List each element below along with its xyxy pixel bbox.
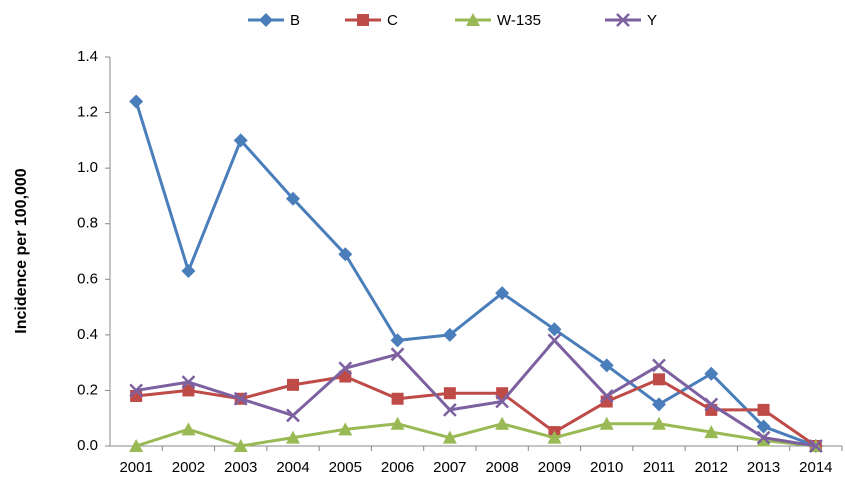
y-axis-title: Incidence per 100,000 (13, 168, 30, 334)
marker (704, 425, 719, 439)
marker (495, 416, 510, 430)
marker (233, 439, 248, 452)
series-line (135, 338, 817, 448)
series-line (135, 422, 817, 448)
marker (233, 391, 248, 406)
marker (495, 394, 510, 409)
marker (599, 389, 614, 403)
series-line (135, 375, 817, 448)
marker (653, 373, 665, 386)
legend-marker (357, 14, 369, 26)
marker (704, 366, 719, 381)
marker (391, 392, 404, 405)
x-tick-label: 2013 (747, 459, 780, 476)
marker (443, 387, 456, 400)
x-tick-label: 2010 (590, 459, 623, 476)
marker (652, 358, 666, 373)
marker (129, 439, 144, 452)
marker (652, 416, 666, 430)
marker (547, 333, 562, 348)
marker (442, 402, 457, 417)
marker (181, 375, 196, 389)
x-tick-label: 2008 (485, 459, 518, 476)
x-tick-label: 2005 (329, 459, 362, 476)
marker (390, 416, 405, 430)
x-tick-label: 2014 (799, 459, 832, 476)
marker (704, 397, 719, 412)
marker (182, 384, 195, 397)
marker (181, 422, 196, 436)
marker (286, 408, 300, 423)
marker (287, 378, 299, 391)
x-tick-label: 2012 (695, 459, 728, 476)
y-tick-label: 0.0 (77, 437, 98, 454)
x-tick-label: 2011 (643, 459, 675, 476)
legend-marker (466, 13, 480, 26)
y-tick-label: 1.2 (77, 104, 98, 121)
marker (286, 430, 300, 444)
legend-label: C (387, 12, 398, 29)
legend-label: B (290, 12, 300, 29)
x-tick-label: 2009 (538, 459, 571, 476)
marker (756, 430, 771, 445)
legend-label: Y (647, 12, 657, 29)
marker (757, 403, 770, 416)
legend-marker (616, 13, 630, 27)
y-tick-label: 1.0 (77, 159, 98, 176)
marker (390, 333, 405, 348)
marker (390, 347, 405, 362)
marker (338, 361, 353, 376)
marker (181, 263, 196, 278)
marker (599, 358, 614, 373)
y-tick-label: 0.6 (77, 270, 98, 287)
y-tick-label: 1.4 (77, 48, 98, 65)
marker (547, 430, 562, 444)
marker (338, 422, 353, 436)
marker (547, 322, 562, 337)
series-line (134, 101, 817, 448)
legend-label: W-135 (497, 12, 541, 29)
marker (129, 94, 144, 109)
marker (286, 191, 300, 206)
marker (129, 383, 144, 398)
y-tick-label: 0.8 (77, 215, 98, 232)
x-tick-label: 2002 (172, 459, 205, 476)
y-tick-label: 0.4 (77, 326, 98, 343)
marker (339, 370, 352, 383)
marker (756, 433, 771, 447)
x-tick-label: 2004 (276, 459, 309, 476)
x-tick-label: 2001 (119, 459, 152, 476)
marker (442, 430, 457, 444)
x-tick-label: 2007 (433, 459, 466, 476)
marker (756, 419, 771, 434)
marker (652, 397, 666, 412)
x-tick-label: 2003 (224, 459, 257, 476)
marker (442, 327, 457, 342)
marker (599, 416, 614, 430)
marker (495, 286, 510, 301)
legend-marker (259, 13, 273, 27)
marker (338, 247, 353, 262)
y-tick-label: 0.2 (77, 381, 98, 398)
x-tick-label: 2006 (381, 459, 414, 476)
marker (233, 133, 248, 148)
marker (808, 439, 823, 453)
